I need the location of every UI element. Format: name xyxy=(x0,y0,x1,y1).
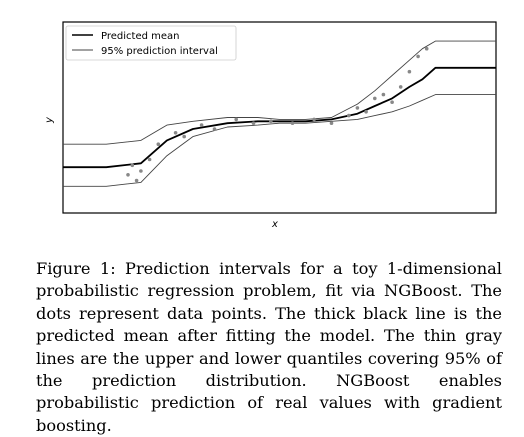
series-line-upper-interval xyxy=(63,40,496,145)
series-layer xyxy=(63,40,496,187)
data-point xyxy=(269,119,273,124)
data-point xyxy=(329,121,334,125)
data-point xyxy=(424,46,429,51)
points-layer xyxy=(126,46,429,183)
data-point xyxy=(398,85,403,89)
legend-box xyxy=(65,25,237,61)
y-axis-label: y xyxy=(44,116,55,124)
data-point xyxy=(290,121,295,125)
data-point xyxy=(390,100,394,104)
data-point xyxy=(312,117,316,122)
data-point xyxy=(147,157,152,162)
data-point xyxy=(373,96,377,101)
data-point xyxy=(355,106,360,110)
plot-frame xyxy=(62,21,497,214)
plot-svg: Predicted mean 95% prediction interval y… xyxy=(44,21,497,230)
x-axis-label: x xyxy=(271,219,278,230)
data-point xyxy=(381,92,386,97)
data-point xyxy=(416,54,420,59)
legend-label-interval: 95% prediction interval xyxy=(101,46,218,57)
series-line-predicted-mean xyxy=(63,66,496,169)
data-point xyxy=(199,123,204,127)
data-point xyxy=(139,169,143,173)
caption-label: Figure 1: xyxy=(36,259,116,278)
data-point xyxy=(212,127,217,131)
legend: Predicted mean 95% prediction interval xyxy=(65,25,237,61)
data-point xyxy=(407,69,412,74)
figure-caption: Figure 1: Prediction intervals for a toy… xyxy=(36,258,502,437)
data-point xyxy=(156,142,161,146)
data-point xyxy=(347,113,351,118)
data-point xyxy=(364,110,368,114)
data-point xyxy=(134,178,139,183)
figure: Predicted mean 95% prediction interval y… xyxy=(44,21,497,230)
caption-text: Prediction intervals for a toy 1-dimensi… xyxy=(36,259,502,435)
data-point xyxy=(234,117,238,122)
data-point xyxy=(173,131,178,135)
data-point xyxy=(251,121,256,125)
data-point xyxy=(126,173,130,177)
series-line-lower-interval xyxy=(63,94,496,187)
legend-label-mean: Predicted mean xyxy=(101,31,179,42)
data-point xyxy=(182,134,186,139)
data-point xyxy=(130,163,135,168)
